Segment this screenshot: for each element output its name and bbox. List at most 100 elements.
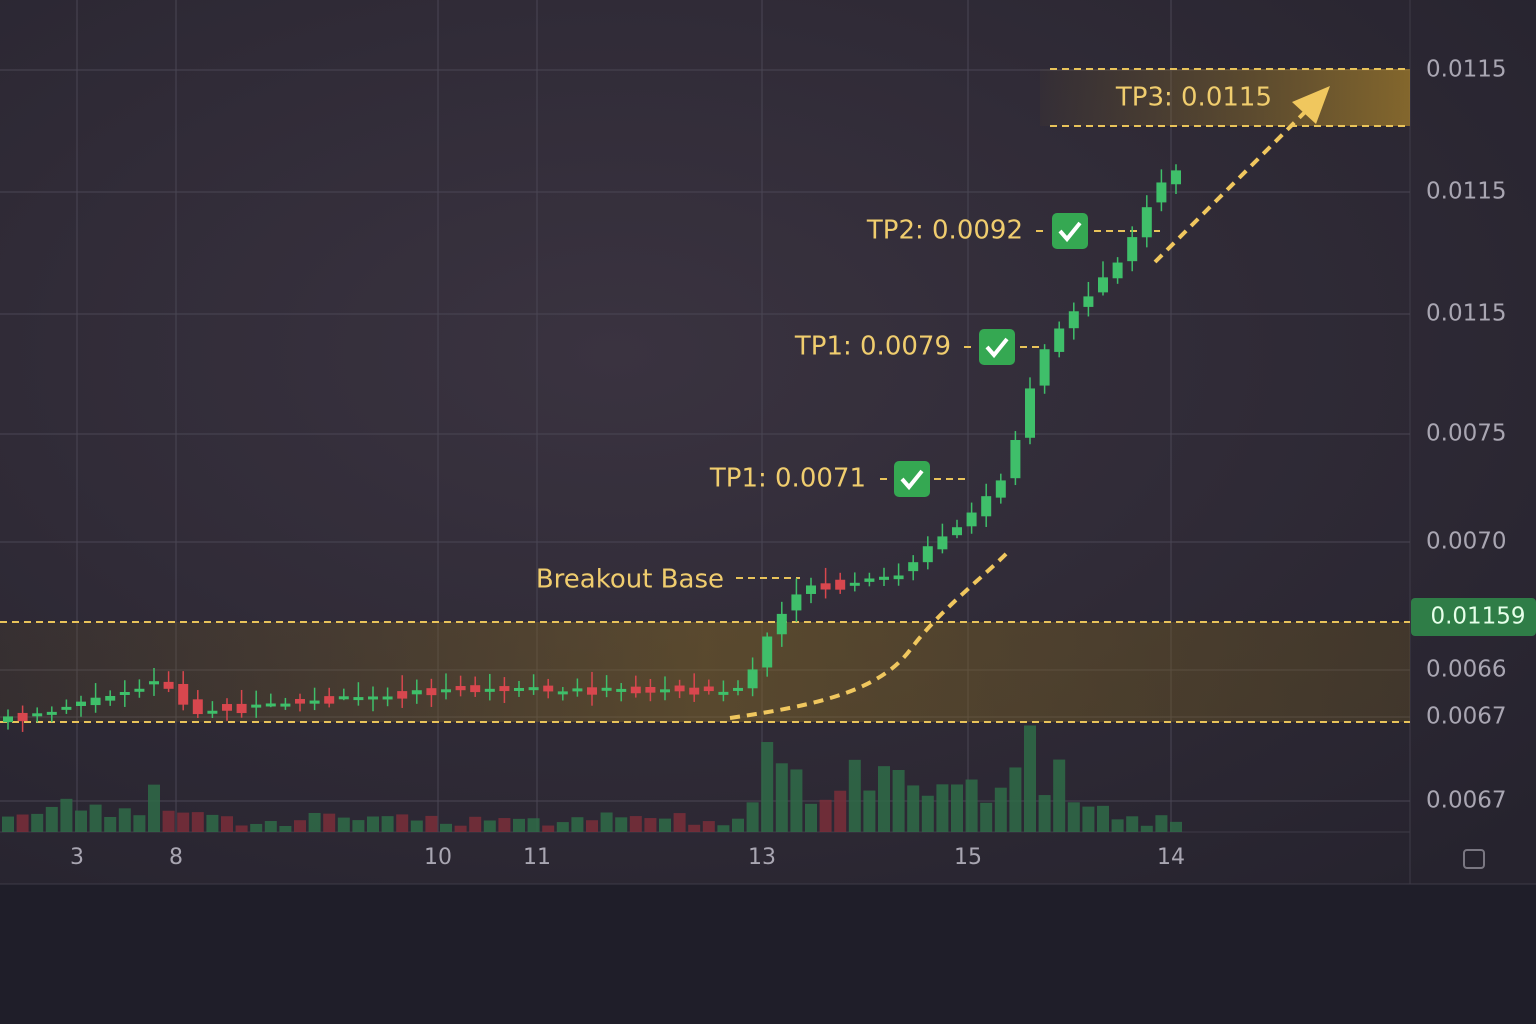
candle-body: [119, 691, 130, 695]
volume-bar: [60, 798, 73, 832]
volume-bar: [1009, 767, 1022, 832]
candle-body: [426, 688, 437, 696]
candle-body: [484, 688, 495, 692]
candle-body: [922, 546, 933, 563]
volume-bar: [921, 795, 934, 832]
volume-bar: [425, 815, 438, 832]
check-icon: [894, 461, 930, 497]
volume-bar: [615, 817, 628, 832]
check-icon: [979, 329, 1015, 365]
volume-bar: [410, 820, 423, 832]
candle-body: [134, 688, 145, 692]
tp3-label: TP3: 0.0115: [1115, 83, 1272, 113]
settings-icon[interactable]: [1463, 849, 1485, 869]
tp3-zone: [1040, 69, 1410, 126]
volume-bar: [206, 814, 219, 832]
candle-body: [382, 696, 393, 700]
candle-body: [703, 686, 714, 692]
trend-arrow: [1153, 103, 1314, 264]
time-label: 15: [954, 845, 982, 870]
candle-body: [718, 691, 729, 695]
candle-body: [368, 696, 378, 700]
check-icon: [1052, 213, 1088, 249]
time-label: 13: [748, 845, 776, 870]
candle-body: [163, 681, 174, 689]
breakout-label: Breakout Base: [536, 565, 724, 595]
volume-bar: [980, 802, 993, 832]
candle-body: [32, 713, 43, 717]
volume-bar: [118, 808, 131, 832]
candle-body: [543, 685, 554, 692]
volume-bar: [892, 770, 905, 832]
candle-body: [864, 578, 875, 582]
price-label: 0.0115: [1426, 179, 1506, 205]
volume-bar: [1126, 816, 1139, 832]
candle-body: [820, 583, 831, 590]
candle-body: [601, 687, 612, 691]
volume-bar: [1024, 725, 1036, 832]
candle-body: [879, 576, 889, 580]
price-label: 0.0070: [1426, 529, 1506, 555]
candle-body: [893, 575, 904, 580]
tp2-label: TP2: 0.0092: [866, 216, 1023, 246]
current-price: 0.01159: [1430, 604, 1525, 630]
time-label: 14: [1157, 845, 1185, 870]
volume-bar: [1140, 825, 1153, 832]
candle-body: [470, 685, 481, 693]
time-label: 11: [523, 845, 551, 870]
volume-bar: [717, 825, 730, 832]
candle-body: [441, 689, 451, 693]
candle-body: [981, 496, 992, 517]
candle-body: [791, 594, 802, 611]
volume-bar: [191, 812, 204, 832]
volume-bar: [1155, 815, 1168, 832]
volume-bar: [221, 816, 233, 832]
candle-body: [1025, 388, 1035, 438]
volume-bar: [454, 825, 467, 832]
volume-bar: [381, 816, 394, 832]
candle-body: [908, 562, 919, 572]
candle-body: [1127, 237, 1138, 262]
volume-bar: [951, 784, 963, 832]
candle-body: [630, 686, 641, 694]
volume-bar: [907, 785, 920, 832]
candle-body: [1068, 311, 1079, 329]
volume-bar: [469, 816, 482, 832]
candle-body: [324, 696, 335, 704]
chart-background: [0, 0, 1536, 884]
candle-body: [192, 699, 203, 715]
price-label: 0.0067: [1426, 704, 1506, 730]
volume-bar: [834, 790, 847, 832]
volume-bar: [367, 816, 379, 832]
volume-bar: [279, 825, 292, 832]
volume-bar: [177, 812, 190, 832]
candle-body: [762, 636, 773, 668]
time-label: 10: [424, 845, 452, 870]
candle-body: [645, 687, 656, 693]
volume-bar: [702, 821, 715, 832]
candle-body: [338, 696, 349, 700]
candle-body: [251, 704, 262, 708]
volume-bar: [133, 815, 146, 832]
candle-body: [61, 706, 72, 710]
volume-bar: [294, 820, 306, 832]
volume-bar: [337, 817, 350, 832]
candle-body: [353, 697, 364, 701]
candle-body: [747, 669, 758, 689]
volume-bar: [352, 820, 365, 832]
volume-bar: [513, 818, 525, 832]
candle-body: [514, 687, 524, 691]
volume-bar: [586, 820, 598, 832]
current-price-tag: [1411, 598, 1536, 636]
candle-body: [222, 704, 232, 711]
candle-body: [46, 711, 57, 715]
candle-body: [557, 691, 568, 695]
candle-body: [849, 582, 860, 586]
volume-bar: [483, 820, 496, 832]
candle-body: [528, 687, 539, 691]
volume-bar: [527, 818, 540, 832]
volume-bar: [1111, 819, 1124, 832]
volume-bar: [571, 817, 584, 832]
volume-bar: [89, 804, 102, 832]
candle-body: [733, 687, 743, 691]
